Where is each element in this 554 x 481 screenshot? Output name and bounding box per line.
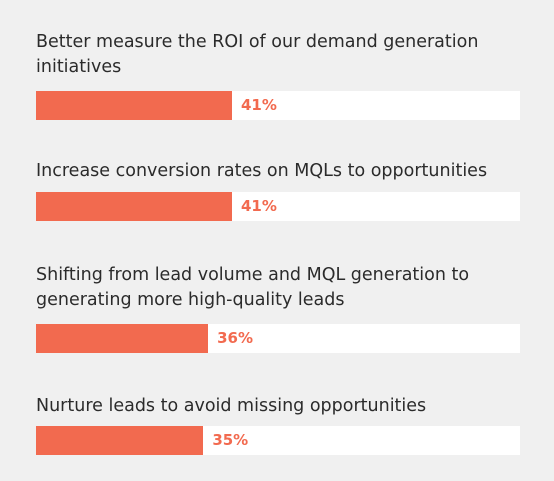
category-label: Better measure the ROI of our demand gen… (36, 32, 479, 77)
value-label: 35% (212, 431, 249, 449)
bar (36, 192, 232, 221)
bar-track: 41% (36, 91, 520, 120)
bar (36, 426, 204, 455)
category-label: Increase conversion rates on MQLs to opp… (36, 161, 488, 181)
value-label: 41% (241, 197, 277, 215)
value-label: 41% (241, 96, 277, 114)
bar-track: 36% (36, 324, 520, 353)
category-label: Nurture leads to avoid missing opportuni… (36, 396, 427, 416)
category-label: Shifting from lead volume and MQL genera… (36, 265, 470, 310)
bar (36, 324, 209, 353)
bar (36, 91, 232, 120)
value-label: 36% (217, 329, 253, 347)
bar-track: 41% (36, 192, 520, 221)
bar-track: 35% (36, 426, 520, 455)
